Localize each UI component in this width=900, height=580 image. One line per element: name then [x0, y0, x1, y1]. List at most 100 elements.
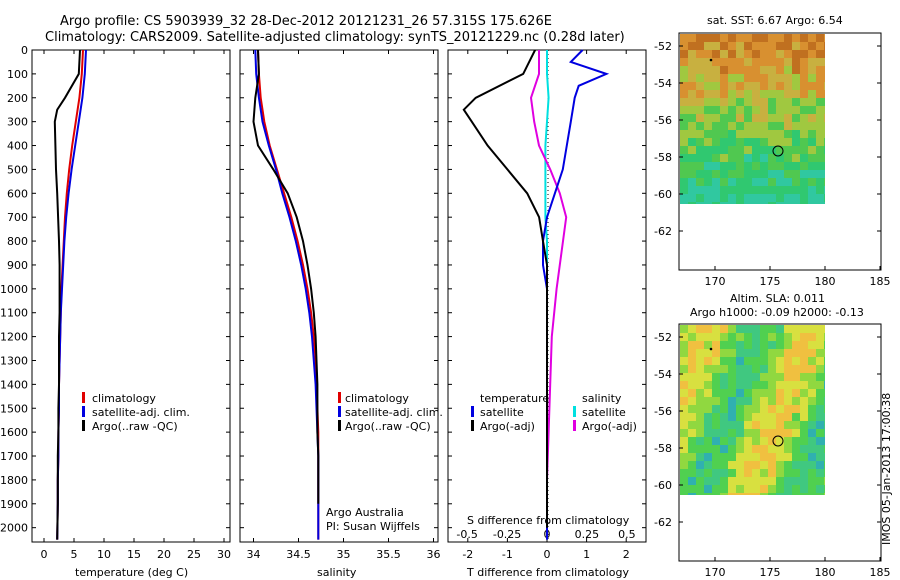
map-cell [784, 357, 792, 365]
map-cell [744, 98, 752, 106]
temperature-x-axis: 0 5 10 15 20 25 30 [41, 50, 231, 561]
map-cell [704, 202, 712, 204]
map-cell [728, 90, 736, 98]
s-difference-label: S difference from climatology [467, 514, 630, 527]
map-cell [696, 178, 704, 186]
depth-axis: 0 100 200 300 400 500 600 700 800 900 1000 1100 1200… [0, 44, 646, 535]
map-cell [824, 186, 825, 194]
map-cell [736, 429, 744, 437]
map-cell [800, 178, 808, 186]
map-cell [808, 82, 816, 90]
map-cell [784, 146, 792, 154]
map-cell [728, 477, 736, 485]
series-line [257, 49, 320, 540]
map-cell [744, 66, 752, 74]
map-y-tick-label: -58 [654, 151, 672, 164]
map-cell [688, 365, 696, 373]
map-cell [688, 373, 696, 381]
map-cell [768, 74, 776, 82]
map-cell [824, 477, 825, 485]
difference-xlabel: T difference from climatology [466, 566, 629, 579]
x-tick-label: 35 [337, 548, 351, 561]
map-cell [696, 34, 704, 42]
map-cell [800, 122, 808, 130]
map-cell [744, 429, 752, 437]
map-cell [752, 445, 760, 453]
map-cell [760, 114, 768, 122]
map-cell [808, 194, 816, 202]
map-cell [688, 477, 696, 485]
map-cell [792, 202, 800, 204]
x-tick-label: 25 [187, 548, 201, 561]
map-cell [688, 421, 696, 429]
map-cell [736, 477, 744, 485]
temperature-legend: climatology satellite-adj. clim. Argo(..… [82, 392, 190, 433]
map-cell [776, 461, 784, 469]
map-cell [760, 178, 768, 186]
map-x-tick-label: 170 [705, 566, 726, 579]
map-cell [784, 106, 792, 114]
x-tick-label: 15 [127, 548, 141, 561]
map-cell [688, 178, 696, 186]
map-cell [688, 429, 696, 437]
map-cell [768, 405, 776, 413]
map-cell [792, 90, 800, 98]
map-cell [704, 413, 712, 421]
map-cell [744, 154, 752, 162]
map-cell [784, 413, 792, 421]
map-cell [808, 42, 816, 50]
map-cell [752, 365, 760, 373]
map-cell [760, 162, 768, 170]
map-cell [784, 341, 792, 349]
temperature-panel: 0 5 10 15 20 25 30 temperature (deg C) climato… [31, 49, 231, 579]
map-cell [704, 194, 712, 202]
map-cell [744, 194, 752, 202]
map-cell [768, 365, 776, 373]
salinity-legend: climatology satellite-adj. clim. Argo(..… [338, 392, 443, 433]
map-cell [824, 381, 825, 389]
map-cell [736, 445, 744, 453]
series-line [53, 49, 81, 540]
map-cell [776, 186, 784, 194]
map-cell [760, 154, 768, 162]
salinity-x-axis: 34 34.5 35 35.5 36 [247, 50, 441, 561]
map-cell [704, 493, 712, 495]
x-tick-label: 20 [157, 548, 171, 561]
map-cell [760, 389, 768, 397]
depth-tick-label: 1300 [0, 354, 28, 367]
map-cell [688, 325, 696, 333]
map-cell [824, 106, 825, 114]
map-cell [784, 333, 792, 341]
map-cell [696, 373, 704, 381]
map-cell [728, 413, 736, 421]
temperature-frame [31, 49, 231, 543]
map-cell [752, 194, 760, 202]
map-cell [696, 98, 704, 106]
map-cell [680, 106, 688, 114]
map-cell [752, 381, 760, 389]
map-cell [712, 333, 720, 341]
map-cell [760, 333, 768, 341]
map-cell [712, 413, 720, 421]
map-cell [720, 341, 728, 349]
depth-tick-label: 300 [7, 116, 28, 129]
map-cell [800, 58, 808, 66]
sla-map-axes: -52 -54 -56 -58 -60 -62 170 175 180 185 [654, 331, 890, 579]
map-cell [696, 453, 704, 461]
map-cell [752, 485, 760, 493]
map-cell [752, 90, 760, 98]
map-cell [712, 130, 720, 138]
map-cell [696, 405, 704, 413]
map-cell [736, 154, 744, 162]
map-cell [720, 194, 728, 202]
map-cell [704, 365, 712, 373]
map-cell [768, 493, 776, 495]
map-cell [760, 130, 768, 138]
map-cell [688, 58, 696, 66]
map-cell [680, 186, 688, 194]
map-cell [696, 146, 704, 154]
map-cell [680, 429, 688, 437]
map-cell [816, 405, 824, 413]
map-cell [768, 122, 776, 130]
map-cell [688, 485, 696, 493]
